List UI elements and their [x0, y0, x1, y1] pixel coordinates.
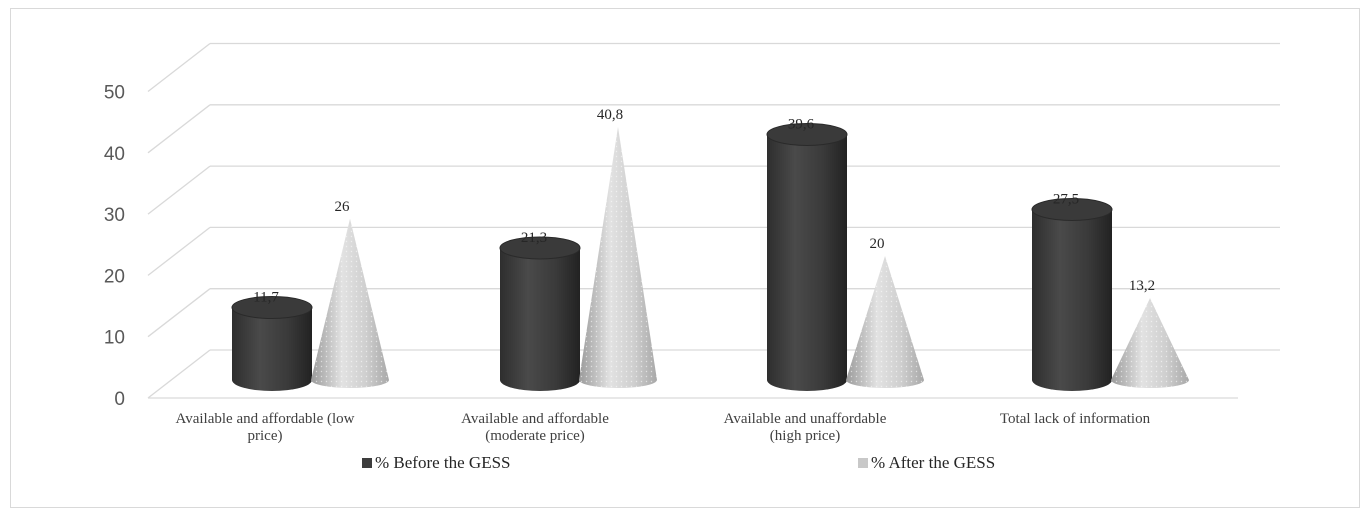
- category-label: Available and affordable (low: [176, 411, 355, 427]
- cone-after-gess: [311, 218, 389, 388]
- y-tick-label: 10: [104, 328, 125, 349]
- data-label-after: 20: [870, 236, 885, 252]
- category-label: (moderate price): [485, 428, 585, 444]
- bar-before-gess: [499, 236, 581, 391]
- y-axis-ticks: 0 10 20 30 40 50: [104, 83, 125, 411]
- gridline-depth: [147, 349, 211, 399]
- cone-after-gess: [1111, 298, 1189, 388]
- y-tick-label: 20: [104, 266, 125, 287]
- data-label-before: 27,5: [1053, 192, 1079, 208]
- chart-frame: [10, 8, 1360, 508]
- gridline-depth: [147, 165, 211, 215]
- bar-before-gess: [766, 122, 848, 392]
- y-tick-label: 50: [104, 83, 125, 104]
- data-labels: 11,7 26 21,3 40,8 39,6 20 27,5 13,2: [253, 107, 1155, 305]
- data-label-before: 11,7: [253, 289, 279, 305]
- gridline-depth: [147, 42, 211, 93]
- bar-before-gess: [1031, 198, 1113, 391]
- cone-after-gess: [579, 127, 657, 388]
- category-label: Total lack of information: [1000, 411, 1151, 427]
- category-label: (high price): [770, 428, 840, 444]
- plot-area: [231, 122, 1189, 392]
- gridline-depth: [147, 104, 211, 154]
- data-label-before: 21,3: [521, 230, 547, 246]
- legend-swatch: [362, 458, 372, 468]
- y-tick-label: 0: [114, 389, 125, 410]
- legend: % Before the GESS % After the GESS: [362, 453, 995, 472]
- legend-swatch: [858, 458, 868, 468]
- category-label: Available and unaffordable: [724, 411, 887, 427]
- gridline-depth: [147, 226, 211, 276]
- data-label-after: 40,8: [597, 107, 623, 123]
- bar-before-gess: [231, 295, 313, 391]
- gridline-depth: [147, 288, 211, 338]
- data-label-before: 39,6: [788, 116, 815, 132]
- category-label: Available and affordable: [461, 411, 609, 427]
- cone-after-gess: [846, 256, 924, 388]
- y-tick-label: 30: [104, 205, 125, 226]
- data-label-after: 13,2: [1129, 278, 1155, 294]
- category-label: price): [248, 428, 283, 444]
- y-tick-label: 40: [104, 144, 125, 165]
- chart-canvas: 0 10 20 30 40 50 11,7 26 21,3 40,8 39,6 20 27,5 13,2…: [104, 42, 1280, 472]
- data-label-after: 26: [335, 199, 351, 215]
- legend-label: % Before the GESS: [375, 453, 511, 472]
- legend-label: % After the GESS: [871, 453, 995, 472]
